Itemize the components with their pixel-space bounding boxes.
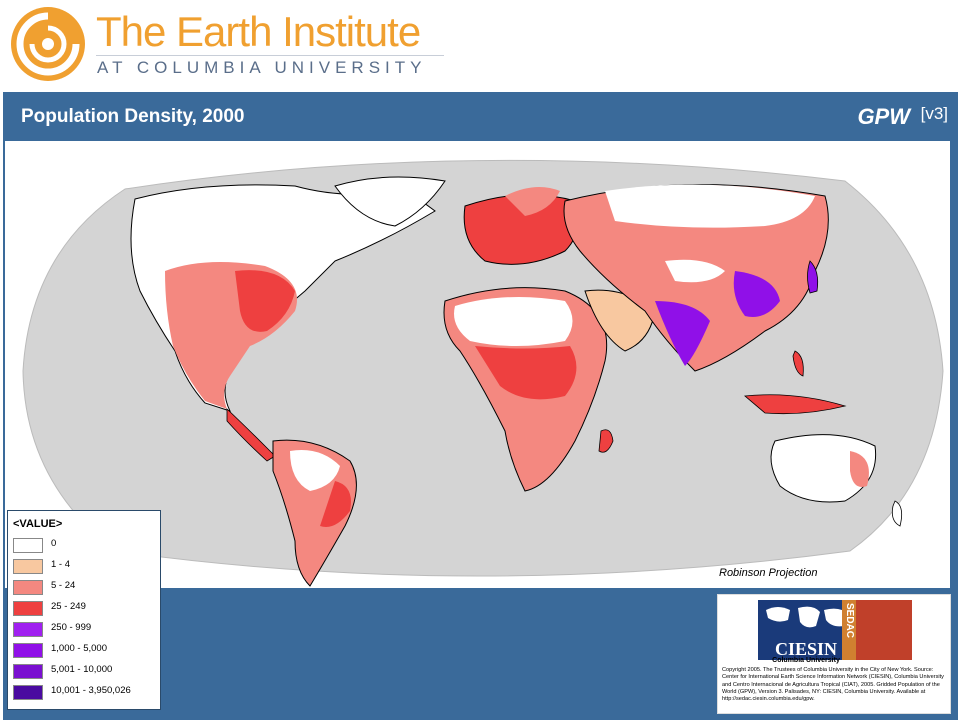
land-amazon	[290, 450, 340, 491]
header: The Earth Institute AT COLUMBIA UNIVERSI…	[0, 0, 960, 92]
legend-label: 1 - 4	[51, 559, 71, 570]
legend-swatch	[13, 664, 43, 679]
legend-swatch	[13, 580, 43, 595]
land-australia-east	[850, 451, 869, 487]
land-scandinavia	[505, 187, 560, 216]
land-brazil-coast	[320, 481, 351, 527]
sedac-image	[856, 600, 912, 660]
land-indonesia	[744, 394, 847, 415]
ciesin-subtitle: Columbia University	[772, 657, 840, 664]
legend-label: 1,000 - 5,000	[51, 643, 107, 654]
land-madagascar	[598, 429, 614, 453]
legend-swatch	[13, 622, 43, 637]
land-new-zealand	[891, 500, 903, 527]
legend-label: 5,001 - 10,000	[51, 664, 113, 675]
land-philippines	[792, 350, 804, 377]
legend-swatch	[13, 538, 43, 553]
land-australia	[770, 434, 877, 503]
product-name: GPW	[857, 104, 910, 129]
projection-label: Robinson Projection	[719, 567, 818, 579]
map-title: Population Density, 2000	[21, 106, 245, 127]
map-area	[5, 141, 950, 588]
credit-box: CIESIN Columbia University SEDAC Copyrig…	[717, 594, 951, 714]
land-japan	[807, 260, 819, 294]
land-tibet	[665, 259, 725, 283]
land-siberia	[605, 184, 815, 228]
land-india	[655, 301, 710, 366]
logo-subtitle: AT COLUMBIA UNIVERSITY	[97, 58, 427, 77]
legend-swatch	[13, 685, 43, 700]
legend-swatch	[13, 559, 43, 574]
legend-label: 0	[51, 538, 57, 549]
legend: <VALUE> 0 1 - 4 5 - 24 25 - 249 250 - 99…	[7, 510, 161, 710]
land-africa-tropical	[475, 346, 577, 400]
legend-swatch	[13, 643, 43, 658]
sedac-label: SEDAC	[844, 603, 855, 639]
world-map	[22, 159, 944, 587]
ciesin-logo	[758, 600, 854, 660]
legend-heading: <VALUE>	[13, 518, 63, 530]
logo-title: The Earth Institute	[96, 8, 421, 55]
earth-institute-logo-icon	[11, 7, 85, 81]
land-sahara	[454, 297, 573, 346]
legend-label: 250 - 999	[51, 622, 92, 633]
land-us-east	[235, 270, 295, 332]
land-greenland	[334, 176, 446, 227]
land-china-east	[733, 271, 780, 317]
legend-label: 10,001 - 3,950,026	[51, 685, 131, 696]
land-central-america	[226, 408, 276, 462]
world-map-icon	[766, 606, 848, 628]
product-version: [v3]	[920, 104, 948, 123]
ciesin-label: CIESIN	[774, 639, 838, 659]
legend-label: 25 - 249	[51, 601, 86, 612]
legend-label: 5 - 24	[51, 580, 76, 591]
sedac-strip	[842, 600, 856, 660]
copyright-text: Copyright 2005. The Trustees of Columbia…	[722, 667, 944, 703]
logo-divider	[96, 55, 444, 56]
land-south-america	[272, 439, 357, 587]
legend-swatch	[13, 601, 43, 616]
